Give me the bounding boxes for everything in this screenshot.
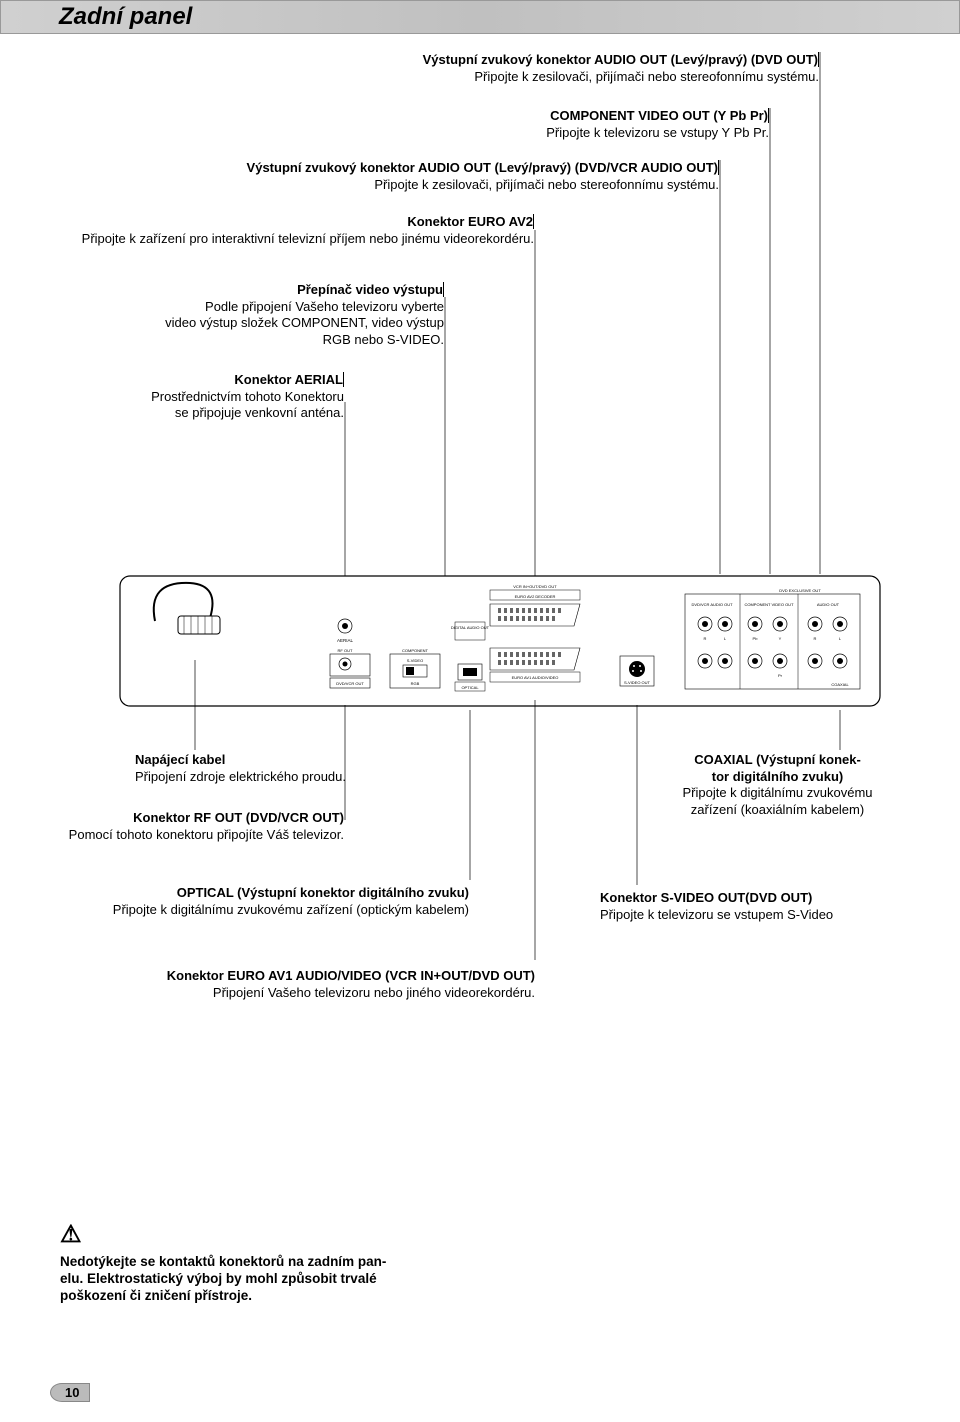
callout-component-head: COMPONENT VIDEO OUT (Y Pb Pr) bbox=[550, 108, 769, 123]
rear-panel-svg: AERIAL RF OUT DVD/VCR OUT COMPONENT S-VI… bbox=[60, 566, 900, 721]
callout-videoswitch-b1: Podle připojení Vašeho televizoru vybert… bbox=[205, 299, 444, 314]
svg-text:EURO AV2 DECODER: EURO AV2 DECODER bbox=[515, 594, 556, 599]
callout-aerial-b2: se připojuje venkovní anténa. bbox=[175, 405, 344, 420]
svg-text:OPTICAL: OPTICAL bbox=[461, 685, 479, 690]
svg-text:DVD EXCLUSIVE OUT: DVD EXCLUSIVE OUT bbox=[779, 588, 821, 593]
warning-icon: ⚠ bbox=[60, 1220, 560, 1250]
callout-euroav2-body: Připojte k zařízení pro interaktivní tel… bbox=[82, 231, 534, 246]
callout-rfout-body: Pomocí tohoto konektoru připojíte Váš te… bbox=[69, 827, 344, 842]
svg-text:COMPONENT: COMPONENT bbox=[402, 648, 429, 653]
callout-videoswitch-head: Přepínač video výstupu bbox=[297, 282, 444, 297]
svg-text:Pb: Pb bbox=[753, 636, 759, 641]
svg-text:Y: Y bbox=[779, 636, 782, 641]
svg-text:S-VIDEO OUT: S-VIDEO OUT bbox=[624, 680, 651, 685]
callout-aerial-b1: Prostřednictvím tohoto Konektoru bbox=[151, 389, 344, 404]
callout-coaxial: COAXIAL (Výstupní konek- tor digitálního… bbox=[660, 752, 895, 819]
svg-text:R: R bbox=[814, 636, 817, 641]
callout-rfout: Konektor RF OUT (DVD/VCR OUT) Pomocí toh… bbox=[60, 810, 344, 843]
svg-text:RGB: RGB bbox=[411, 681, 420, 686]
callout-power-body: Připojení zdroje elektrického proudu. bbox=[135, 769, 346, 784]
callout-audio-dvdvcr-body: Připojte k zesilovači, přijímači nebo st… bbox=[374, 177, 719, 192]
svg-text:AERIAL: AERIAL bbox=[337, 638, 354, 643]
callout-aerial-head: Konektor AERIAL bbox=[234, 372, 344, 387]
page-number: 10 bbox=[50, 1383, 90, 1402]
callout-euroav1-body: Připojení Vašeho televizoru nebo jiného … bbox=[213, 985, 535, 1000]
svg-text:EURO AV1 AUDIO/VIDEO: EURO AV1 AUDIO/VIDEO bbox=[512, 675, 559, 680]
callout-euroav1: Konektor EURO AV1 AUDIO/VIDEO (VCR IN+OU… bbox=[165, 968, 535, 1001]
page-number-text: 10 bbox=[65, 1385, 79, 1400]
svg-text:RF OUT: RF OUT bbox=[338, 648, 353, 653]
callout-power: Napájecí kabel Připojení zdroje elektric… bbox=[135, 752, 355, 785]
callout-svideo-body: Připojte k televizoru se vstupem S-Video bbox=[600, 907, 833, 922]
rear-panel-diagram: AERIAL RF OUT DVD/VCR OUT COMPONENT S-VI… bbox=[60, 566, 900, 726]
callout-videoswitch-b3: RGB nebo S-VIDEO. bbox=[323, 332, 444, 347]
callout-euroav2-head: Konektor EURO AV2 bbox=[407, 214, 534, 229]
page-title: Zadní panel bbox=[9, 3, 951, 31]
callout-audio-dvdvcr-head: Výstupní zvukový konektor AUDIO OUT (Lev… bbox=[247, 160, 719, 175]
callout-coaxial-head: COAXIAL (Výstupní konek- tor digitálního… bbox=[694, 752, 861, 784]
callout-audio-dvd-body: Připojte k zesilovači, přijímači nebo st… bbox=[474, 69, 819, 84]
callout-rfout-head: Konektor RF OUT (DVD/VCR OUT) bbox=[133, 810, 344, 825]
callout-svideo: Konektor S-VIDEO OUT(DVD OUT) Připojte k… bbox=[600, 890, 890, 923]
callout-euroav1-head: Konektor EURO AV1 AUDIO/VIDEO (VCR IN+OU… bbox=[167, 968, 535, 983]
svg-text:DIGITAL AUDIO OUT: DIGITAL AUDIO OUT bbox=[451, 625, 490, 630]
svg-text:S-VIDEO: S-VIDEO bbox=[407, 658, 423, 663]
svg-text:VCR IN+OUT/DVD OUT: VCR IN+OUT/DVD OUT bbox=[513, 584, 557, 589]
svg-text:DVD/VCR OUT: DVD/VCR OUT bbox=[336, 681, 364, 686]
title-bar: Zadní panel bbox=[0, 0, 960, 34]
svg-text:DVD/VCR AUDIO OUT: DVD/VCR AUDIO OUT bbox=[691, 602, 733, 607]
callout-optical-body: Připojte k digitálnímu zvukovému zařízen… bbox=[113, 902, 469, 917]
callout-audio-dvd-head: Výstupní zvukový konektor AUDIO OUT (Lev… bbox=[423, 52, 819, 67]
warning-l1: Nedotýkejte se kontaktů konektorů na zad… bbox=[60, 1254, 386, 1269]
warning-l3: poškození či zničení přístroje. bbox=[60, 1288, 252, 1303]
svg-text:AUDIO OUT: AUDIO OUT bbox=[817, 602, 840, 607]
callout-videoswitch-b2: video výstup složek COMPONENT, video výs… bbox=[165, 315, 444, 330]
svg-text:COAXIAL: COAXIAL bbox=[831, 682, 849, 687]
warning-block: ⚠ Nedotýkejte se kontaktů konektorů na z… bbox=[60, 1220, 560, 1305]
warning-l2: elu. Elektrostatický výboj by mohl způso… bbox=[60, 1271, 377, 1286]
callout-component-body: Připojte k televizoru se vstupy Y Pb Pr. bbox=[546, 125, 769, 140]
svg-text:COMPONENT VIDEO OUT: COMPONENT VIDEO OUT bbox=[744, 602, 794, 607]
svg-text:R: R bbox=[704, 636, 707, 641]
callout-power-head: Napájecí kabel bbox=[135, 752, 225, 767]
callout-svideo-head: Konektor S-VIDEO OUT(DVD OUT) bbox=[600, 890, 812, 905]
svg-text:Pr: Pr bbox=[778, 673, 783, 678]
callout-optical-head: OPTICAL (Výstupní konektor digitálního z… bbox=[177, 885, 469, 900]
callout-coaxial-body: Připojte k digitálnímu zvukovému zařízen… bbox=[682, 785, 872, 817]
callout-optical: OPTICAL (Výstupní konektor digitálního z… bbox=[60, 885, 469, 918]
